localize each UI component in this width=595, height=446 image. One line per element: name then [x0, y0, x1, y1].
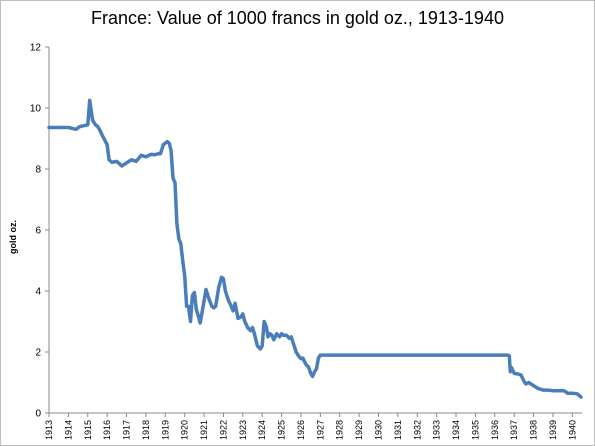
y-tick-label: 8: [35, 165, 41, 176]
x-tick-label: 1916: [102, 420, 112, 440]
y-tick-label: 0: [35, 409, 41, 420]
x-tick-label: 1922: [218, 420, 228, 440]
x-tick-label: 1919: [160, 420, 170, 440]
x-tick-label: 1915: [83, 420, 93, 440]
y-tick-label: 4: [35, 287, 41, 298]
x-tick-label: 1925: [277, 420, 287, 440]
x-tick-label: 1940: [567, 420, 577, 440]
x-tick-label: 1931: [393, 420, 403, 440]
x-tick-label: 1923: [238, 420, 248, 440]
x-tick-label: 1939: [548, 420, 558, 440]
x-tick-label: 1914: [63, 420, 73, 440]
x-tick-label: 1926: [296, 420, 306, 440]
x-tick-label: 1918: [141, 420, 151, 440]
x-tick-label: 1924: [257, 420, 267, 440]
x-tick-label: 1917: [122, 420, 132, 440]
x-tick-label: 1933: [432, 420, 442, 440]
x-tick-label: 1936: [490, 420, 500, 440]
x-tick-label: 1930: [373, 420, 383, 440]
x-tick-label: 1934: [451, 420, 461, 440]
y-tick-label: 6: [35, 226, 41, 237]
x-tick-label: 1937: [509, 420, 519, 440]
x-tick-label: 1935: [470, 420, 480, 440]
x-tick-label: 1927: [315, 420, 325, 440]
y-tick-label: 12: [30, 43, 42, 54]
x-tick-label: 1920: [180, 420, 190, 440]
x-tick-label: 1932: [412, 420, 422, 440]
x-tick-label: 1928: [335, 420, 345, 440]
x-tick-label: 1929: [354, 420, 364, 440]
y-tick-label: 2: [35, 348, 41, 359]
x-tick-label: 1921: [199, 420, 209, 440]
series-line-0: [47, 98, 583, 399]
y-tick-label: 10: [30, 104, 42, 115]
chart-title: France: Value of 1000 francs in gold oz.…: [91, 8, 504, 28]
x-tick-label: 1938: [529, 420, 539, 440]
x-tick-label: 1913: [44, 420, 54, 440]
